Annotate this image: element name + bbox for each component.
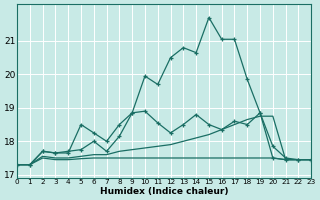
X-axis label: Humidex (Indice chaleur): Humidex (Indice chaleur) [100, 187, 228, 196]
